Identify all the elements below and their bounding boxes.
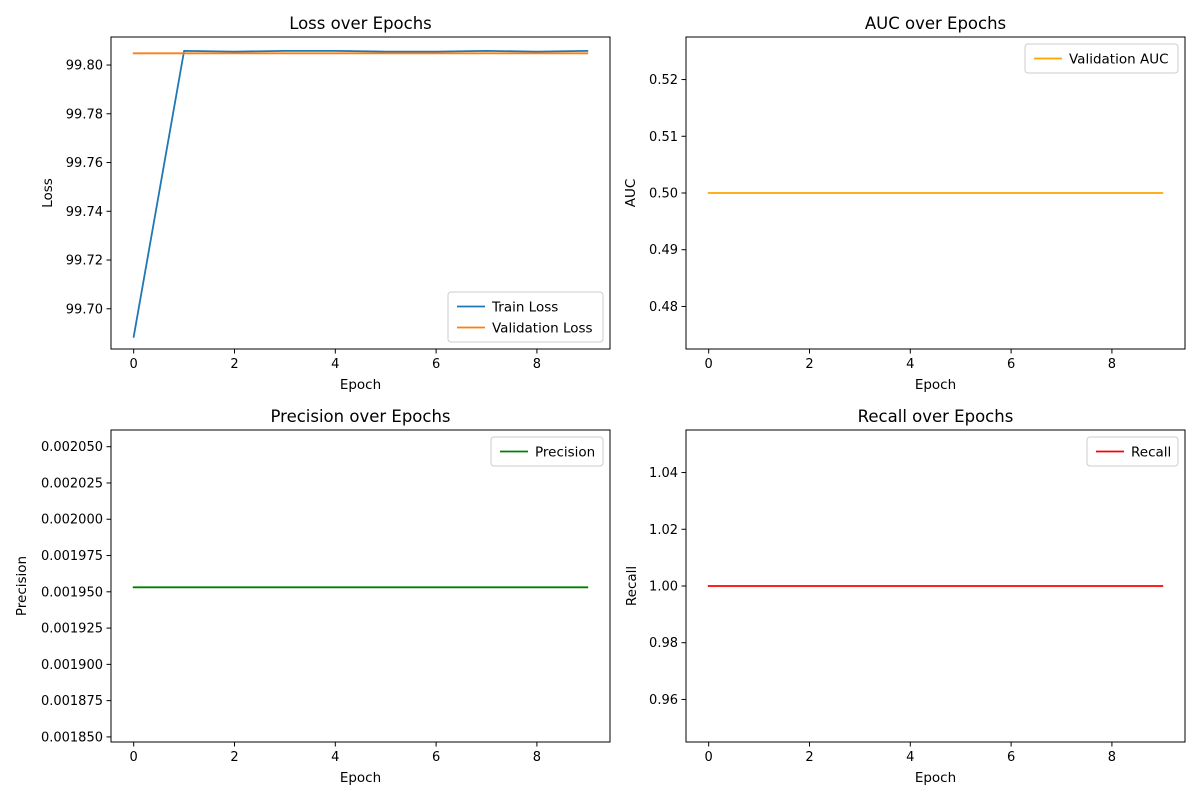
legend: Precision (490, 436, 604, 467)
x-tick-label: 8 (1108, 357, 1116, 372)
legend: Recall (1086, 436, 1179, 467)
series-line (132, 49, 589, 338)
x-tick-label: 2 (805, 357, 813, 372)
x-tick-label: 6 (432, 357, 440, 372)
x-tick-label: 4 (906, 750, 914, 765)
y-tick-label: 0.002025 (41, 476, 103, 491)
y-axis-label: Recall (624, 566, 640, 606)
x-tick-label: 8 (533, 357, 541, 372)
y-tick-label: 99.74 (66, 205, 103, 220)
y-tick-label: 0.001950 (41, 585, 103, 600)
y-tick-label: 99.78 (66, 107, 103, 122)
y-tick-label: 0.50 (649, 187, 678, 202)
legend-label: Train Loss (491, 300, 558, 316)
x-tick-label: 8 (533, 750, 541, 765)
x-tick-label: 0 (130, 750, 138, 765)
legend-label: Precision (535, 445, 595, 461)
legend-box (490, 436, 604, 467)
y-tick-label: 0.001975 (41, 549, 103, 564)
y-tick-label: 1.04 (649, 466, 678, 481)
legend-box (1024, 43, 1179, 74)
y-tick-label: 0.002050 (41, 440, 103, 455)
x-tick-label: 6 (1007, 357, 1015, 372)
x-tick-label: 8 (1108, 750, 1116, 765)
y-axis-label: AUC (623, 179, 639, 208)
y-axis-label: Loss (40, 178, 56, 208)
chart-title: Loss over Epochs (289, 14, 432, 33)
y-tick-label: 99.70 (66, 302, 103, 317)
x-tick-label: 2 (805, 750, 813, 765)
loss-chart: Loss over Epochs Epoch Loss 0 2 4 6 8 99.70 99… (40, 14, 611, 393)
x-tick-label: 0 (705, 357, 713, 372)
y-tick-label: 99.80 (66, 59, 103, 74)
chart-title: AUC over Epochs (865, 14, 1006, 33)
x-tick-label: 4 (331, 750, 339, 765)
y-tick-label: 0.52 (649, 73, 678, 88)
x-tick-label: 0 (130, 357, 138, 372)
y-tick-label: 0.48 (649, 300, 678, 315)
y-tick-label: 99.76 (66, 156, 103, 171)
y-tick-label: 0.001850 (41, 730, 103, 745)
x-tick-label: 6 (432, 750, 440, 765)
x-tick-label: 2 (230, 357, 238, 372)
chart-title: Recall over Epochs (858, 407, 1014, 426)
x-axis-label: Epoch (340, 377, 381, 393)
y-axis-label: Precision (14, 556, 30, 616)
y-tick-label: 0.51 (649, 130, 678, 145)
legend: Train Loss Validation Loss (447, 291, 604, 343)
y-tick-label: 0.001875 (41, 694, 103, 709)
y-tick-label: 0.001900 (41, 658, 103, 673)
y-tick-label: 0.001925 (41, 622, 103, 637)
legend-label: Validation AUC (1069, 52, 1169, 68)
precision-chart: Precision over Epochs Epoch Precision 0 2… (14, 407, 611, 786)
legend-label: Validation Loss (492, 321, 593, 337)
y-tick-label: 0.96 (649, 693, 678, 708)
x-tick-label: 4 (906, 357, 914, 372)
x-axis-label: Epoch (915, 770, 956, 786)
y-tick-label: 1.00 (649, 580, 678, 595)
recall-chart: Recall over Epochs Epoch Recall 0 2 4 6 8 0.9… (624, 407, 1186, 786)
legend-label: Recall (1131, 445, 1171, 461)
y-tick-label: 1.02 (649, 523, 678, 538)
x-tick-label: 2 (230, 750, 238, 765)
x-tick-label: 0 (705, 750, 713, 765)
auc-chart: AUC over Epochs Epoch AUC 0 2 4 6 8 0.48 0.49 0… (623, 14, 1186, 393)
y-tick-label: 0.98 (649, 636, 678, 651)
y-tick-label: 0.49 (649, 243, 678, 258)
plot-frame (110, 429, 611, 743)
legend: Validation AUC (1024, 43, 1179, 74)
legend-box (447, 291, 604, 343)
y-tick-label: 0.002000 (41, 513, 103, 528)
chart-title: Precision over Epochs (270, 407, 450, 426)
x-axis-label: Epoch (915, 377, 956, 393)
plot-frame (110, 36, 611, 350)
x-tick-label: 6 (1007, 750, 1015, 765)
x-tick-label: 4 (331, 357, 339, 372)
x-axis-label: Epoch (340, 770, 381, 786)
y-tick-label: 99.72 (66, 254, 103, 269)
legend-box (1086, 436, 1179, 467)
